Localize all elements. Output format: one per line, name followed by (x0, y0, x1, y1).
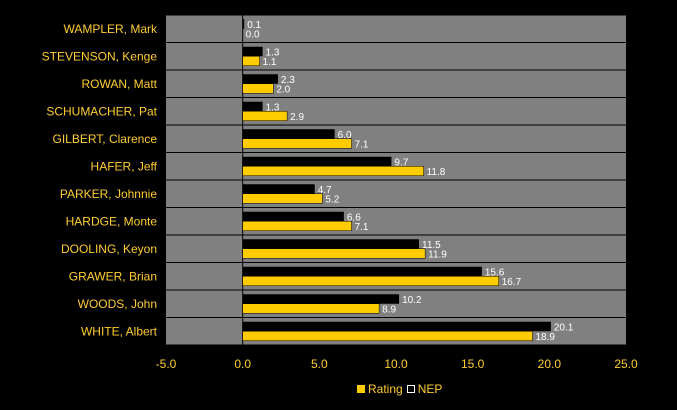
data-label-nep: 2.3 (281, 75, 295, 86)
category-label: PARKER, Johnnie (60, 187, 157, 201)
data-label-nep: 6.0 (338, 130, 352, 141)
x-tick-label: 5.0 (311, 357, 328, 371)
bar-rating (242, 221, 352, 231)
x-tick-label: 20.0 (538, 357, 562, 371)
bar-rating (242, 111, 288, 121)
category-label: DOOLING, Keyon (61, 242, 157, 256)
data-label-nep: 1.3 (266, 102, 280, 113)
bar-nep (242, 184, 315, 194)
category-label: HAFER, Jeff (91, 159, 158, 173)
category-label: STEVENSON, Kenge (42, 49, 158, 63)
data-label-nep: 6.6 (347, 212, 361, 223)
data-label-rating: 16.7 (502, 277, 522, 288)
bar-rating (242, 138, 352, 149)
data-label-rating: 5.2 (325, 194, 339, 205)
bar-rating (242, 276, 499, 286)
x-tick-label: 25.0 (614, 357, 638, 371)
x-tick-label: 10.0 (384, 357, 408, 371)
bar-nep (242, 74, 278, 84)
bar-rating (242, 193, 323, 204)
bar-nep (242, 321, 551, 332)
bar-rating (242, 166, 424, 176)
bar-nep (242, 129, 335, 139)
category-label: GRAWER, Brian (69, 269, 157, 283)
data-label-rating: 18.9 (535, 332, 555, 343)
legend-label-nep: NEP (417, 382, 443, 396)
bar-nep (242, 156, 392, 167)
data-label-rating: 0.0 (246, 29, 260, 40)
data-label-rating: 1.1 (263, 57, 277, 68)
data-label-rating: 7.1 (355, 139, 369, 150)
bar-rating (242, 248, 426, 259)
bar-nep (242, 101, 263, 112)
data-label-nep: 9.7 (394, 157, 408, 168)
x-tick-label: -5.0 (156, 357, 177, 371)
category-label: WOODS, John (78, 297, 157, 311)
data-label-rating: 11.9 (428, 249, 447, 260)
bar-rating (242, 56, 260, 66)
category-label: SCHUMACHER, Pat (46, 104, 157, 118)
legend-item-nep: NEP (406, 382, 443, 396)
data-label-rating: 7.1 (355, 222, 369, 233)
bar-nep (242, 239, 419, 249)
bar-nep (242, 46, 263, 57)
legend-label-rating: Rating (368, 382, 403, 396)
x-tick-label: 0.0 (234, 357, 251, 371)
bar-nep (242, 266, 482, 277)
x-tick-label: 15.0 (461, 357, 485, 371)
data-label-nep: 15.6 (485, 267, 505, 278)
bar-nep (242, 211, 344, 222)
data-label-rating: 8.9 (382, 304, 396, 315)
bar-rating (242, 83, 274, 94)
legend-swatch-nep (406, 385, 415, 393)
legend-item-rating: Rating (357, 382, 403, 396)
data-label-nep: 1.3 (266, 47, 280, 58)
data-label-rating: 2.0 (276, 84, 290, 95)
legend-swatch-rating (357, 385, 365, 393)
bar-nep (242, 294, 400, 304)
data-label-nep: 10.2 (402, 295, 422, 306)
legend: Rating NEP (357, 382, 446, 396)
data-label-rating: 2.9 (290, 112, 304, 123)
category-label: ROWAN, Matt (81, 77, 157, 91)
category-label: GILBERT, Clarence (53, 132, 158, 146)
data-label-nep: 0.1 (247, 20, 261, 31)
category-label: WAMPLER, Mark (63, 22, 158, 36)
data-label-nep: 20.1 (554, 322, 574, 333)
category-label: HARDGE, Monte (66, 214, 158, 228)
bar-nep (242, 19, 245, 29)
data-label-rating: 11.8 (427, 167, 446, 178)
bar-rating (242, 331, 533, 341)
data-label-nep: 4.7 (318, 185, 332, 196)
category-label: WHITE, Albert (81, 324, 158, 338)
bar-rating (242, 303, 380, 314)
data-label-nep: 11.5 (422, 240, 441, 251)
